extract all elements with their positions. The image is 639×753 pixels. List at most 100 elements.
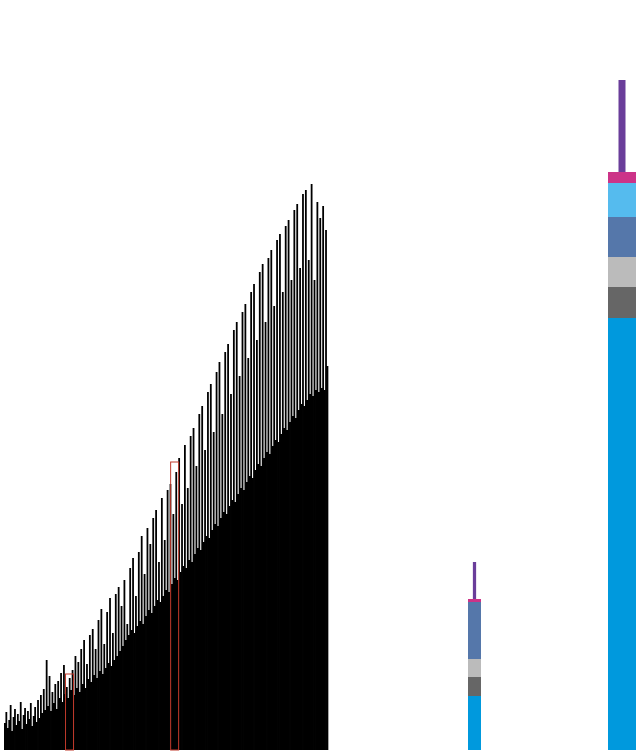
histogram-bar bbox=[232, 330, 235, 750]
histogram-bar bbox=[31, 726, 34, 750]
histogram-bar bbox=[313, 280, 316, 750]
stacked-bar-segment bbox=[468, 599, 481, 602]
histogram-bar bbox=[130, 630, 133, 750]
histogram-bar bbox=[238, 376, 241, 750]
histogram-bar bbox=[310, 184, 313, 750]
histogram-bar bbox=[76, 688, 78, 750]
histogram-bar bbox=[300, 404, 303, 750]
histogram-bar bbox=[217, 526, 219, 750]
histogram-bar bbox=[201, 406, 204, 750]
histogram-bar bbox=[4, 723, 6, 750]
histogram-bar bbox=[220, 518, 222, 750]
histogram-bar bbox=[172, 514, 175, 750]
histogram-bar bbox=[248, 476, 251, 750]
histogram-bar bbox=[5, 712, 8, 750]
histogram-bar bbox=[106, 612, 109, 750]
histogram-bar bbox=[258, 272, 261, 750]
highlighted-bar-outline bbox=[170, 461, 180, 751]
histogram-bar bbox=[195, 466, 198, 750]
histogram-bar bbox=[283, 428, 286, 750]
histogram-bar bbox=[277, 442, 280, 750]
stacked-bar-segment bbox=[468, 659, 481, 677]
histogram-bar bbox=[35, 722, 38, 750]
histogram-bar bbox=[81, 684, 84, 750]
histogram-bar bbox=[281, 292, 284, 750]
histogram-bar bbox=[224, 352, 227, 750]
histogram-bar bbox=[199, 550, 202, 750]
histogram-bar bbox=[24, 708, 26, 750]
histogram-bar bbox=[119, 651, 121, 750]
histogram-bar bbox=[322, 206, 325, 750]
stacked-bar-segment bbox=[608, 183, 636, 217]
histogram-bar bbox=[40, 695, 42, 750]
histogram-bar bbox=[257, 464, 260, 750]
histogram-bar bbox=[225, 514, 228, 750]
histogram-bar bbox=[137, 552, 140, 750]
histogram-bar bbox=[18, 721, 21, 750]
histogram-bar bbox=[16, 714, 19, 750]
histogram-bar bbox=[45, 660, 48, 750]
stacked-bar-segment bbox=[618, 80, 626, 172]
histogram-bar bbox=[149, 544, 152, 750]
histogram-bar bbox=[152, 518, 155, 750]
histogram-bar bbox=[123, 580, 126, 750]
histogram-bar bbox=[74, 656, 77, 750]
histogram-bar bbox=[211, 530, 214, 750]
histogram-bar bbox=[254, 470, 257, 750]
histogram-bar bbox=[114, 594, 117, 750]
histogram-bar bbox=[153, 606, 156, 750]
histogram-bar bbox=[57, 681, 60, 750]
histogram-bar bbox=[14, 709, 16, 750]
histogram-bar bbox=[326, 366, 329, 750]
histogram-bar bbox=[289, 422, 291, 750]
histogram-bar bbox=[11, 731, 13, 750]
histogram-bar bbox=[185, 568, 188, 750]
stacked-bar-segment bbox=[608, 217, 636, 257]
histogram-bar bbox=[325, 230, 327, 750]
histogram-bar bbox=[290, 280, 293, 750]
histogram-bar bbox=[136, 626, 139, 750]
histogram-bar bbox=[91, 629, 94, 750]
histogram-bar bbox=[244, 304, 247, 750]
histogram-bar bbox=[88, 635, 91, 750]
histogram-bar bbox=[189, 436, 192, 750]
histogram-bar bbox=[184, 445, 186, 750]
histogram-bar bbox=[235, 322, 238, 750]
histogram-bar bbox=[168, 592, 170, 750]
histogram-bar bbox=[245, 482, 248, 750]
stacked-bar-segment bbox=[468, 677, 481, 696]
histogram-bar bbox=[101, 674, 104, 750]
histogram-bar bbox=[312, 396, 314, 750]
histogram-bar bbox=[126, 624, 129, 750]
histogram-bar bbox=[237, 494, 240, 750]
stacked-bar-segment bbox=[608, 257, 636, 287]
stacked-bar-segment bbox=[472, 562, 477, 599]
histogram-bar bbox=[50, 711, 52, 750]
histogram-bar bbox=[135, 596, 137, 750]
histogram-chart bbox=[4, 184, 329, 751]
histogram-bar bbox=[19, 702, 22, 750]
histogram-bar bbox=[25, 724, 28, 750]
histogram-bar bbox=[209, 384, 212, 750]
histogram-bar bbox=[41, 713, 44, 750]
histogram-bar bbox=[286, 430, 289, 750]
histogram-bar bbox=[145, 616, 147, 750]
histogram-bar bbox=[231, 500, 234, 750]
histogram-bar bbox=[173, 578, 176, 750]
histogram-bar bbox=[129, 568, 132, 750]
histogram-bar bbox=[212, 432, 215, 750]
histogram-bar bbox=[21, 729, 24, 750]
histogram-bar bbox=[299, 268, 301, 750]
histogram-bar bbox=[140, 536, 143, 750]
histogram-bar bbox=[171, 584, 173, 750]
histogram-bar bbox=[280, 434, 283, 750]
histogram-bar bbox=[67, 698, 70, 750]
histogram-bar bbox=[122, 646, 124, 750]
histogram-bar bbox=[309, 394, 312, 750]
histogram-bar bbox=[8, 720, 11, 750]
histogram-bar bbox=[77, 662, 80, 750]
histogram-bar bbox=[323, 390, 326, 750]
histogram-bar bbox=[51, 692, 54, 750]
stacked-bar-segment bbox=[608, 318, 636, 750]
histogram-bar bbox=[271, 446, 274, 750]
